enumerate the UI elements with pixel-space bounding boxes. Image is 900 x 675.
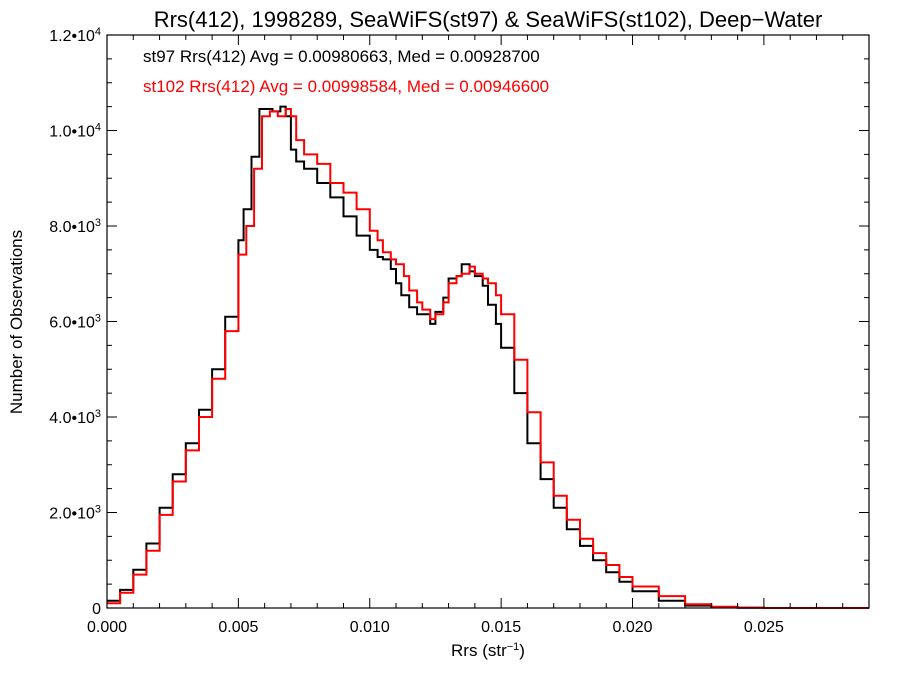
y-tick-label: 1.2•104	[49, 26, 101, 45]
y-tick-label: 8.0•103	[49, 217, 101, 236]
x-tick-label: 0.020	[612, 619, 652, 636]
series-line-0	[107, 105, 869, 609]
series-layer	[107, 105, 869, 609]
x-tick-label: 0.010	[350, 619, 390, 636]
ticks-layer: 0.000 0.005 0.010 0.015 0.020 0.025 0 2.0•103 4.…	[49, 26, 869, 636]
x-tick-label: 0.025	[744, 619, 784, 636]
x-tick-label: 0.015	[481, 619, 521, 636]
y-tick-label: 4.0•103	[49, 408, 101, 427]
annotation-st97: st97 Rrs(412) Avg = 0.00980663, Med = 0.…	[143, 47, 540, 66]
x-tick-label: 0.005	[218, 619, 258, 636]
y-tick-label: 6.0•103	[49, 313, 101, 332]
plot-frame	[106, 34, 870, 609]
x-axis-label: Rrs (str−1)	[451, 641, 525, 660]
y-tick-label: 1.0•104	[49, 122, 101, 141]
chart-title: Rrs(412), 1998289, SeaWiFS(st97) & SeaWi…	[154, 7, 823, 32]
y-tick-label: 2.0•103	[49, 504, 101, 523]
annotation-st102: st102 Rrs(412) Avg = 0.00998584, Med = 0…	[143, 77, 549, 96]
y-axis-label: Number of Observations	[7, 230, 26, 414]
series-line-1	[107, 108, 869, 609]
x-tick-label: 0.000	[87, 619, 127, 636]
y-tick-label: 0	[92, 601, 101, 618]
